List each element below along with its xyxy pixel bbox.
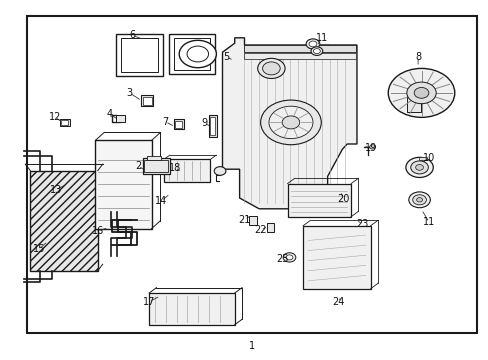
Text: 17: 17 (142, 297, 155, 307)
Circle shape (405, 157, 432, 177)
Bar (418, 157, 427, 160)
Text: 15: 15 (33, 244, 45, 254)
Bar (244, 53, 355, 59)
Circle shape (408, 192, 429, 208)
Text: 8: 8 (414, 52, 420, 62)
Text: 13: 13 (50, 185, 62, 195)
Bar (95, 140, 151, 229)
Circle shape (415, 165, 423, 170)
Circle shape (257, 58, 285, 78)
Text: 16: 16 (91, 226, 104, 236)
Bar (173, 38, 210, 70)
Bar (142, 97, 151, 105)
Bar (116, 115, 125, 122)
Bar (60, 119, 70, 126)
Text: 22: 22 (254, 225, 266, 235)
Bar (116, 34, 163, 76)
Text: 25: 25 (276, 254, 288, 264)
Bar (141, 95, 153, 106)
Bar (173, 119, 184, 129)
Bar (249, 216, 256, 225)
Circle shape (283, 253, 295, 262)
Bar (121, 38, 158, 72)
Circle shape (416, 198, 422, 202)
Text: 3: 3 (126, 88, 132, 98)
Bar (175, 121, 182, 128)
Bar (210, 117, 215, 135)
Bar (244, 45, 355, 52)
Text: 1: 1 (248, 341, 254, 351)
Bar (303, 226, 370, 289)
Circle shape (186, 46, 208, 62)
Bar (27, 16, 476, 333)
Circle shape (262, 62, 280, 75)
Bar (144, 160, 167, 172)
Circle shape (305, 39, 319, 49)
Circle shape (369, 145, 375, 149)
Text: 24: 24 (331, 297, 344, 307)
Text: 21: 21 (238, 215, 250, 225)
Text: 14: 14 (155, 196, 167, 206)
Bar (142, 158, 169, 174)
Circle shape (214, 167, 225, 175)
Circle shape (268, 106, 312, 139)
Bar (266, 223, 273, 232)
Circle shape (313, 49, 320, 54)
Circle shape (406, 82, 435, 104)
Circle shape (282, 116, 299, 129)
Circle shape (412, 195, 426, 205)
Polygon shape (222, 38, 356, 209)
Text: 11: 11 (422, 217, 435, 228)
Text: 11: 11 (315, 33, 327, 43)
Circle shape (310, 47, 322, 55)
Text: 19: 19 (364, 143, 376, 153)
Text: 7: 7 (162, 117, 168, 127)
Text: 6: 6 (129, 30, 135, 40)
Circle shape (285, 255, 292, 260)
Text: 9: 9 (201, 118, 207, 128)
Circle shape (413, 87, 428, 98)
Bar (61, 120, 68, 125)
Text: 10: 10 (422, 153, 435, 163)
Circle shape (308, 41, 316, 47)
Circle shape (410, 161, 427, 174)
Text: 2: 2 (135, 161, 141, 171)
Text: 20: 20 (336, 194, 349, 204)
Bar (287, 184, 350, 217)
Bar (168, 34, 215, 74)
Bar (163, 159, 210, 182)
Text: 18: 18 (168, 163, 181, 173)
Text: 12: 12 (48, 112, 61, 122)
Text: 4: 4 (107, 109, 113, 120)
Bar (149, 293, 234, 325)
Bar (209, 115, 216, 137)
Circle shape (260, 100, 321, 145)
Bar (407, 95, 420, 112)
Text: 5: 5 (223, 52, 229, 62)
Circle shape (179, 40, 216, 68)
Circle shape (387, 68, 454, 117)
Bar (30, 171, 98, 271)
Text: 23: 23 (356, 219, 368, 229)
Bar (146, 156, 161, 160)
